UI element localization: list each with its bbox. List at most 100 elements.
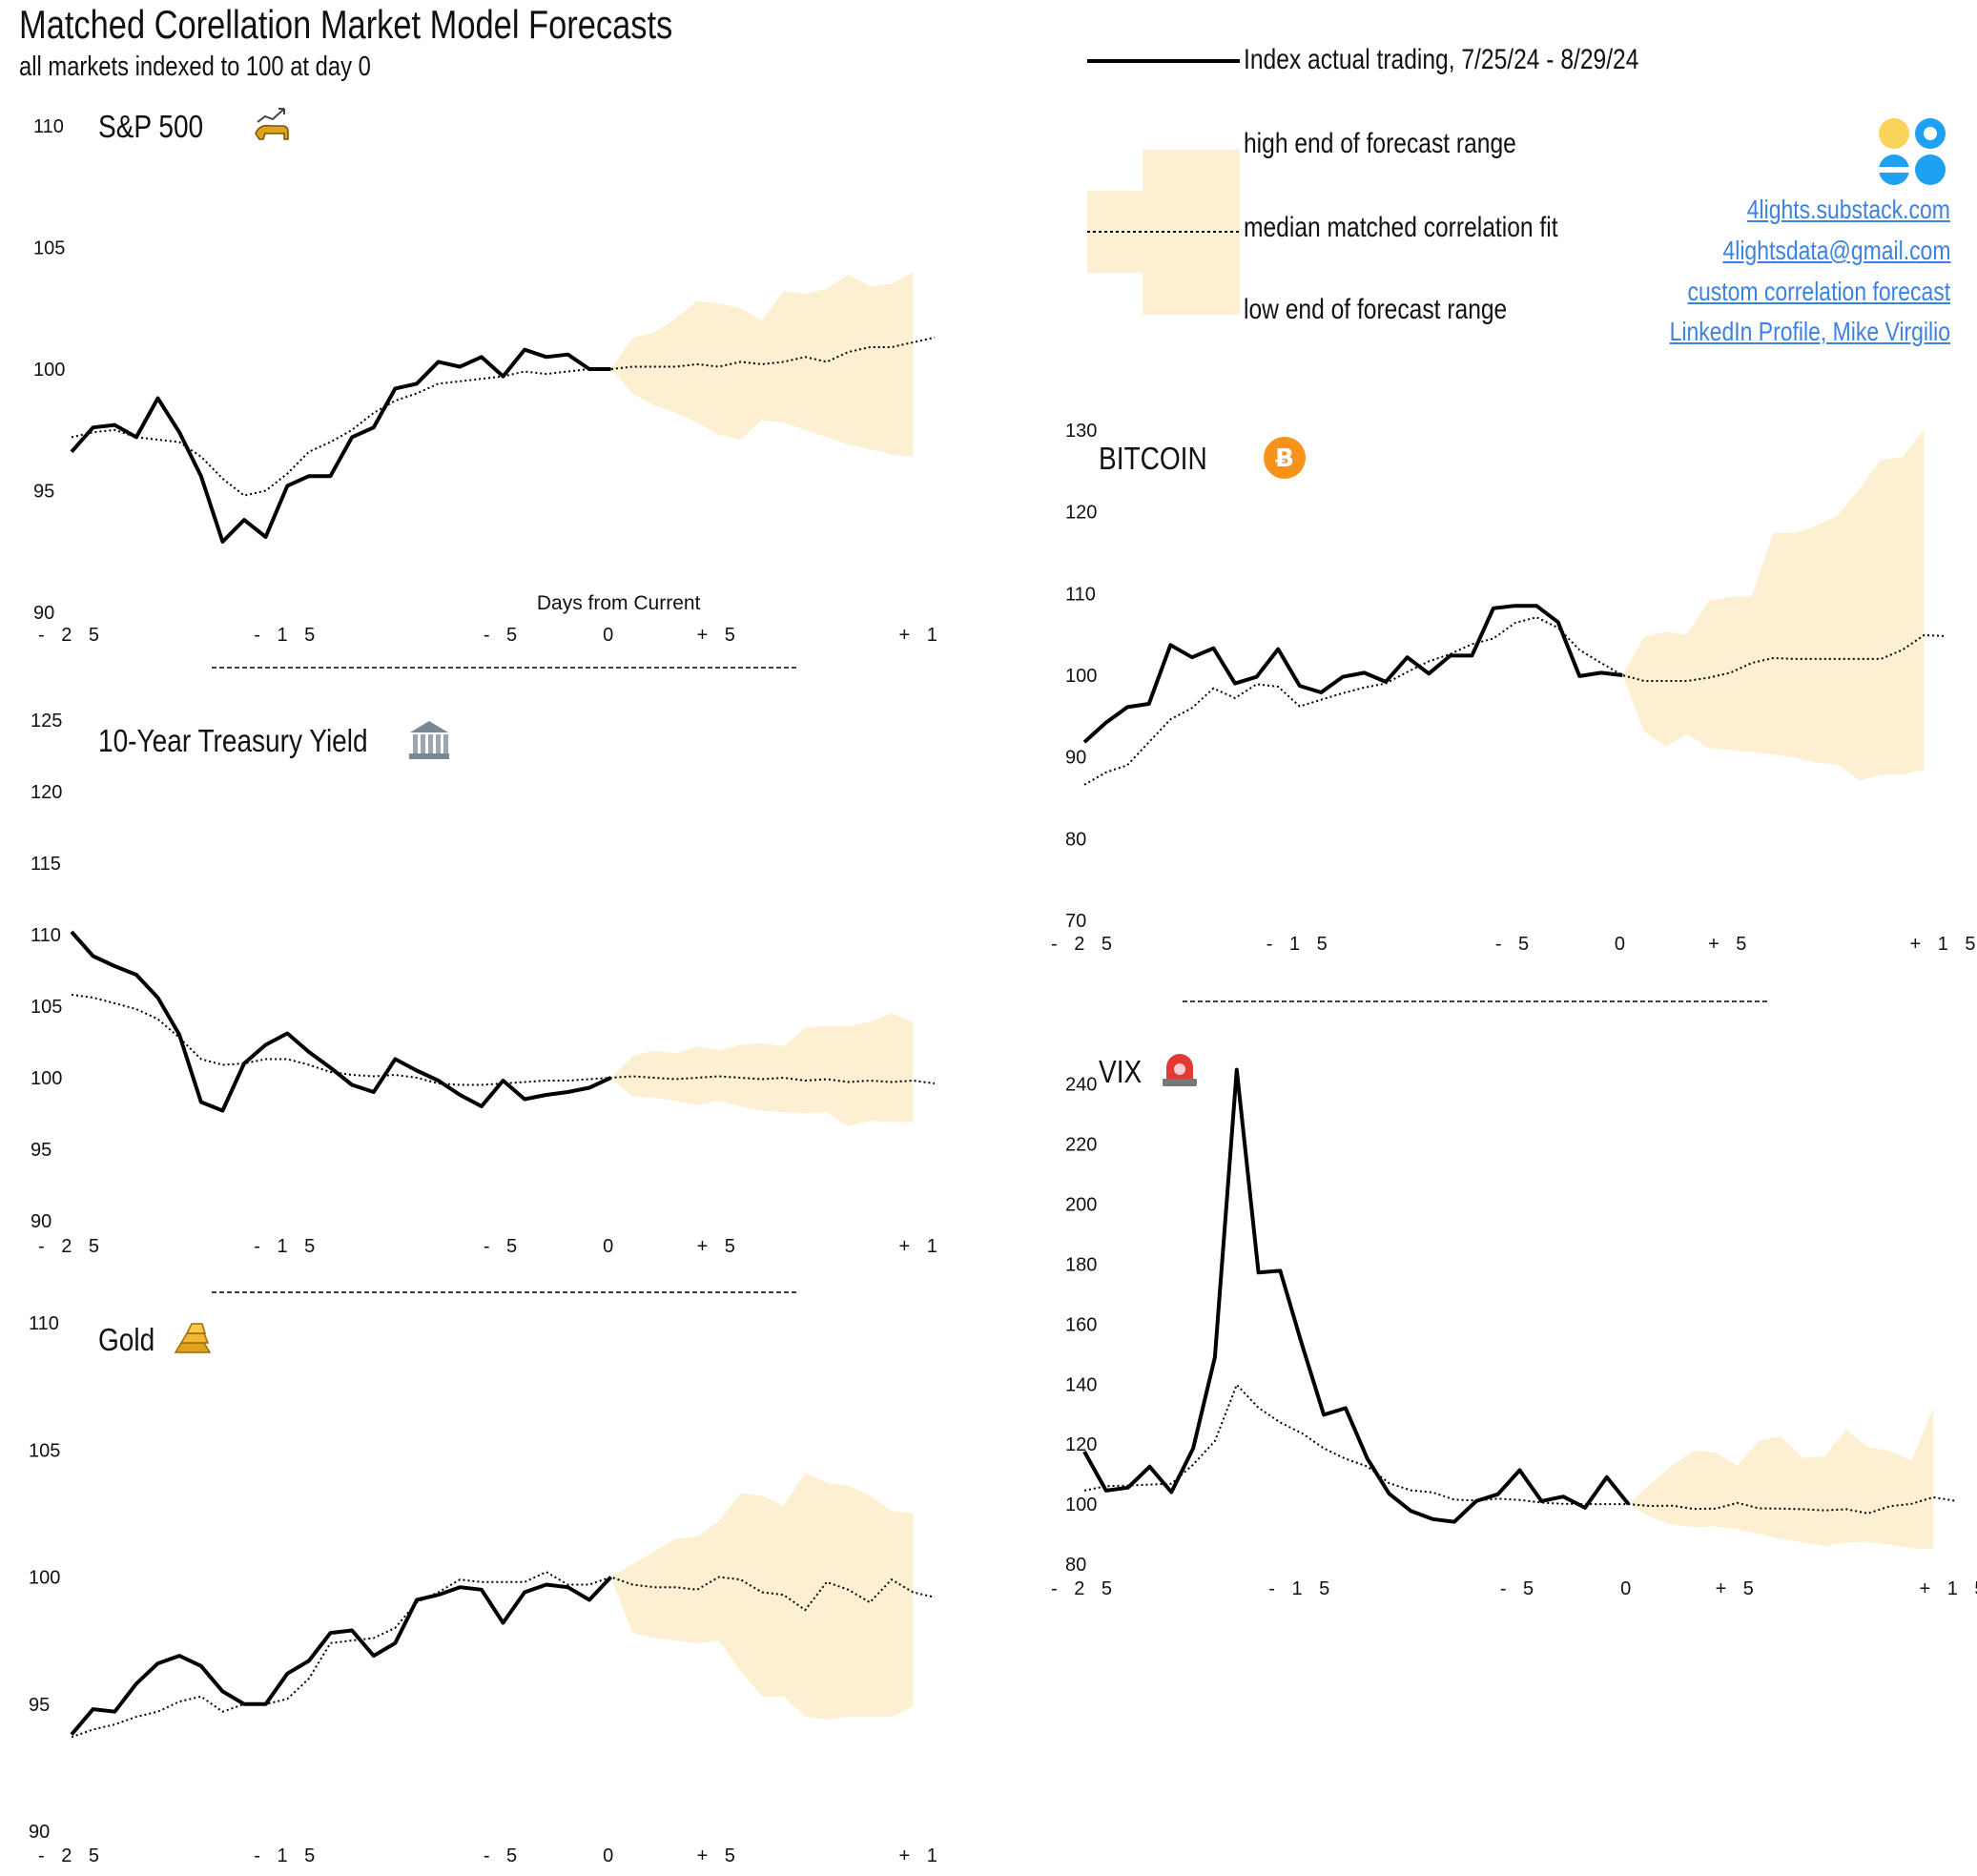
y-tick-label: 120 [31,782,62,803]
actual-trading-line [70,930,612,1113]
forecast-band [610,1013,914,1126]
y-tick-label: 100 [1065,1495,1097,1515]
gold-bar-top [185,1323,207,1334]
siren-icon [1163,1054,1197,1086]
bitcoin-icon: Ƀ [1264,437,1306,479]
x-tick-label: 0 [603,625,619,646]
chart-gold: 90 95 100 105 110 - 2 5 - 1 5 - 5 0 + 5 + 1 5 Gold [29,1313,954,1866]
y-tick-label: 90 [33,603,54,624]
y-tick-label: 90 [31,1211,51,1232]
x-tick-label: 0 [603,1845,619,1866]
x-tick-label: + 1 5 [898,625,954,646]
legend-median-label: median matched correlation fit [1244,212,1558,243]
x-tick-label: - 2 5 [38,625,105,646]
y-tick-label: 125 [31,711,62,732]
x-tick-label: 0 [1620,1578,1637,1599]
panel-label: Gold [98,1323,154,1358]
custom-forecast-link[interactable]: custom correlation forecast [1687,277,1950,306]
x-tick-label: 0 [1615,934,1631,955]
median-fit-line [71,994,936,1086]
y-tick-label: 70 [1065,911,1086,932]
bull-chart-icon [255,108,289,140]
median-fit-line [1083,616,1946,786]
forecast-band [1622,429,1925,781]
panel-label: BITCOIN [1099,442,1207,477]
chart-sp500: 90 95 100 105 110 - 2 5 - 1 5 - 5 0 + 5 + 1 5 Days … [33,108,954,669]
x-tick-label: + 5 [697,1236,741,1257]
y-tick-label: 90 [29,1822,50,1843]
y-tick-label: 110 [29,1313,59,1334]
bank-column [421,734,425,753]
actual-trading-line [70,1576,613,1736]
x-tick-label: - 2 5 [38,1236,105,1257]
gold-bar-bottom [174,1342,212,1353]
y-tick-label: 105 [33,238,65,259]
y-tick-label: 120 [1065,503,1097,524]
email-link[interactable]: 4lightsdata@gmail.com [1722,236,1950,265]
x-tick-label: - 5 [1495,934,1534,955]
x-tick-label: + 5 [697,1845,741,1866]
x-tick-label: - 2 5 [1051,934,1118,955]
y-tick-label: 240 [1065,1075,1097,1096]
x-tick-label: - 1 5 [254,1845,320,1866]
bank-column [428,734,433,753]
page-subtitle: all markets indexed to 100 at day 0 [19,52,371,82]
substack-link[interactable]: 4lights.substack.com [1746,195,1950,224]
x-axis-caption: Days from Current [537,592,701,614]
x-tick-label: - 5 [484,1845,523,1866]
x-tick-label: - 2 5 [38,1845,105,1866]
y-tick-label: 130 [1065,421,1097,442]
legend-low-label: low end of forecast range [1244,294,1508,325]
y-tick-label: 80 [1065,829,1086,850]
bull-trend-arrow [278,108,285,114]
y-tick-label: 105 [29,1440,60,1461]
x-tick-label: + 1 5 [898,1236,954,1257]
y-tick-label: 95 [29,1695,50,1716]
legend-swatches [1087,59,1240,315]
bull-trend-line [257,108,285,123]
x-tick-label: + 5 [1708,934,1752,955]
x-tick-label: + 1 5 [1909,934,1977,955]
bank-base [409,753,449,759]
y-tick-label: 110 [33,116,64,137]
gold-bars-icon [174,1323,212,1353]
forecast-band [610,272,914,457]
x-tick-label: - 2 5 [1051,1578,1118,1599]
actual-trading-line [70,347,611,544]
y-tick-label: 100 [29,1568,60,1589]
x-tick-label: + 5 [697,625,741,646]
x-tick-label: - 1 5 [254,625,320,646]
median-fit-line [71,1571,936,1739]
chart-treasury: 90 95 100 105 110 115 120 125 - 2 5 - 1 5 - 5 0 + 5 +… [31,711,954,1293]
four-lights-logo-icon [1879,118,1946,185]
bank-building-icon [409,721,449,759]
y-tick-label: 220 [1065,1135,1097,1156]
y-tick-label: 160 [1065,1314,1097,1335]
page-title: Matched Corellation Market Model Forecas… [19,2,673,47]
forecast-band [1628,1408,1934,1550]
legend-high-label: high end of forecast range [1244,128,1516,159]
bank-column [436,734,441,753]
bull-body [255,124,289,140]
y-tick-label: 140 [1065,1374,1097,1395]
y-tick-label: 110 [31,925,61,946]
actual-trading-line [1082,1067,1631,1524]
y-tick-label: 80 [1065,1555,1086,1576]
chart-vix: 80 100 120 140 160 180 200 220 240 - 2 5 - 1 5 - 5 0… [1051,1054,1977,1599]
linkedin-link[interactable]: LinkedIn Profile, Mike Virgilio [1669,317,1950,346]
y-tick-label: 95 [31,1140,51,1161]
x-tick-label: - 5 [484,1236,523,1257]
x-tick-label: - 1 5 [254,1236,320,1257]
panel-label: S&P 500 [98,110,203,145]
legend-actual-label: Index actual trading, 7/25/24 - 8/29/24 [1244,44,1639,75]
x-tick-label: - 1 5 [1267,934,1333,955]
panel-label: 10-Year Treasury Yield [98,724,368,759]
actual-trading-line [1082,604,1623,744]
bitcoin-icon-disc [1264,437,1306,479]
gold-bar-middle [179,1332,210,1344]
forecast-band [610,1473,914,1720]
median-fit-line [1083,1383,1956,1515]
y-tick-label: 200 [1065,1195,1097,1216]
x-tick-label: - 1 5 [1268,1578,1335,1599]
